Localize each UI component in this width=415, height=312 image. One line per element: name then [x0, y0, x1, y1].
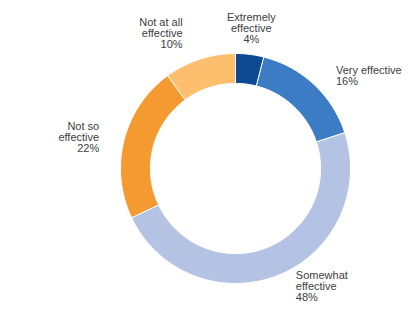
svg-text:Very effective16%: Very effective16%: [336, 64, 402, 87]
svg-text:Somewhateffective48%: Somewhateffective48%: [296, 269, 348, 303]
svg-text:Not soeffective22%: Not soeffective22%: [58, 120, 99, 154]
svg-text:Extremelyeffective4%: Extremelyeffective4%: [227, 11, 276, 45]
svg-text:Not at alleffective10%: Not at alleffective10%: [139, 16, 183, 50]
